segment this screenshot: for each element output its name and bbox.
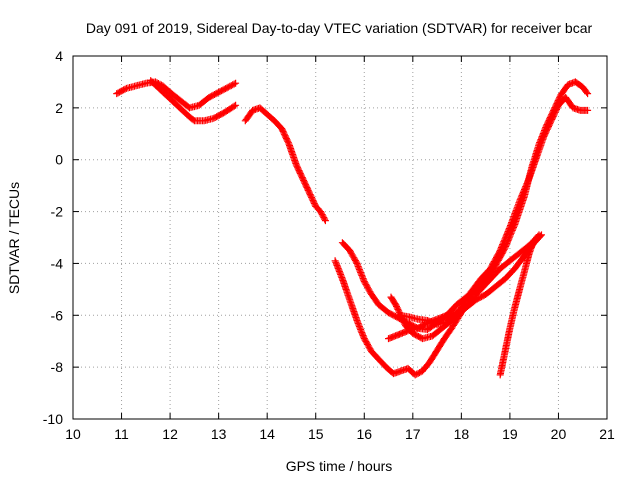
- data-point: [230, 80, 238, 88]
- data-point: [584, 90, 592, 98]
- x-tick-label: 15: [308, 426, 324, 442]
- data-point: [400, 319, 408, 327]
- tick-labels: 10 11 12 13 14 15 16 17 18 19 20 21 -10 -8 -6 -4 -2 0 2 4: [43, 48, 615, 442]
- x-tick-label: 17: [405, 426, 421, 442]
- data-point: [534, 232, 542, 240]
- data-point: [321, 217, 329, 225]
- data-point: [307, 192, 315, 200]
- x-tick-label: 20: [551, 426, 567, 442]
- data-point: [453, 309, 460, 317]
- series-arc-6: [387, 94, 592, 343]
- data-point: [230, 102, 238, 110]
- x-axis-label: GPS time / hours: [286, 458, 393, 474]
- x-tick-label: 11: [114, 426, 129, 442]
- data-point: [583, 88, 591, 96]
- data-point: [310, 198, 318, 206]
- axis-ticks: [72, 55, 608, 420]
- y-tick-label: -10: [43, 411, 63, 427]
- series-arc-9: [496, 231, 543, 379]
- data-point: [451, 310, 459, 318]
- data-point: [358, 272, 366, 279]
- data-point: [308, 194, 316, 201]
- x-tick-label: 10: [65, 426, 81, 442]
- series-arc-8: [394, 309, 460, 328]
- series-arc-1: [113, 78, 240, 112]
- data-point: [509, 214, 517, 222]
- data-point: [526, 172, 534, 180]
- y-tick-label: -4: [51, 255, 64, 271]
- y-axis-label: SDTVAR / TECUs: [6, 182, 22, 294]
- y-tick-label: -8: [51, 359, 64, 375]
- data-markers: [113, 77, 592, 379]
- x-tick-label: 16: [356, 426, 372, 442]
- x-tick-label: 18: [454, 426, 470, 442]
- x-tick-label: 19: [502, 426, 518, 442]
- y-tick-label: 0: [55, 152, 63, 168]
- data-point: [518, 191, 526, 199]
- data-point: [522, 181, 530, 189]
- data-point: [310, 199, 318, 207]
- data-point: [411, 371, 419, 379]
- data-point: [584, 106, 592, 114]
- data-point: [331, 257, 339, 265]
- data-point: [317, 208, 325, 216]
- data-point: [121, 85, 129, 93]
- data-point: [358, 329, 366, 337]
- data-point: [321, 215, 329, 223]
- data-point: [232, 79, 240, 87]
- y-tick-label: 2: [55, 100, 63, 116]
- data-point: [320, 214, 328, 222]
- data-point: [535, 231, 543, 239]
- data-point: [318, 211, 326, 219]
- data-point: [534, 150, 542, 158]
- series-arc-4: [331, 232, 543, 379]
- series-arc-2: [147, 77, 240, 125]
- data-point: [232, 101, 240, 109]
- data-point: [500, 236, 508, 244]
- data-point: [224, 83, 232, 91]
- data-point: [512, 208, 520, 216]
- y-tick-label: -2: [51, 204, 64, 220]
- data-point: [513, 203, 521, 211]
- series-arc-3: [241, 104, 329, 225]
- plot-frame: [72, 55, 608, 420]
- data-point: [392, 301, 400, 309]
- y-tick-label: -6: [51, 307, 64, 323]
- x-tick-label: 14: [259, 426, 275, 442]
- x-tick-label: 21: [599, 426, 615, 442]
- grid-lines: [73, 56, 607, 419]
- data-point: [393, 302, 400, 310]
- data-point: [319, 212, 327, 220]
- data-point: [317, 209, 325, 217]
- x-tick-label: 12: [162, 426, 178, 442]
- chart-title: Day 091 of 2019, Sidereal Day-to-day VTE…: [86, 20, 593, 36]
- x-tick-label: 13: [211, 426, 227, 442]
- y-tick-label: 4: [55, 48, 63, 64]
